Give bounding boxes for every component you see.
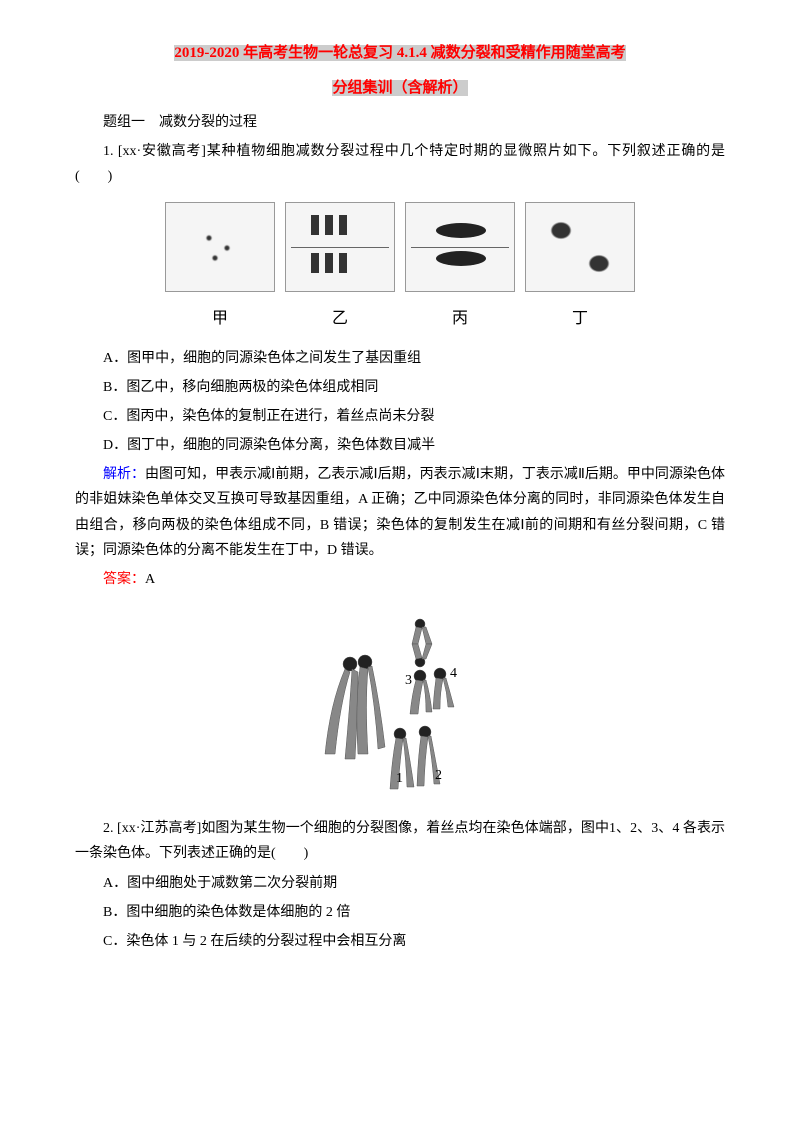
panel-ding-label: 丁 xyxy=(520,305,640,334)
q1-optD: D．图丁中，细胞的同源染色体分离，染色体数目减半 xyxy=(75,433,725,458)
panel-yi-label: 乙 xyxy=(280,305,400,334)
title-text-2: 分组集训（含解析） xyxy=(332,80,467,96)
chromosome-svg: 1 2 3 4 xyxy=(300,604,500,804)
section-heading: 题组一 减数分裂的过程 xyxy=(75,110,725,135)
panel-jia-img xyxy=(165,202,275,292)
analysis-text: 由图可知，甲表示减Ⅰ前期，乙表示减Ⅰ后期，丙表示减Ⅰ末期，丁表示减Ⅱ后期。甲中同… xyxy=(75,467,725,558)
chrom-label-3: 3 xyxy=(405,673,412,688)
panel-jia: 甲 xyxy=(160,202,280,334)
q1-stem: 1. [xx·安徽高考]某种植物细胞减数分裂过程中几个特定时期的显微照片如下。下… xyxy=(75,139,725,189)
q1-analysis: 解析：由图可知，甲表示减Ⅰ前期，乙表示减Ⅰ后期，丙表示减Ⅰ末期，丁表示减Ⅱ后期。… xyxy=(75,462,725,563)
panel-yi: 乙 xyxy=(280,202,400,334)
panel-bing: 丙 xyxy=(400,202,520,334)
q2-optA: A．图中细胞处于减数第二次分裂前期 xyxy=(75,871,725,896)
q2-stem: 2. [xx·江苏高考]如图为某生物一个细胞的分裂图像，着丝点均在染色体端部，图… xyxy=(75,816,725,866)
panel-bing-label: 丙 xyxy=(400,305,520,334)
title-line-1: 2019-2020 年高考生物一轮总复习 4.1.4 减数分裂和受精作用随堂高考 xyxy=(75,40,725,67)
panel-ding-img xyxy=(525,202,635,292)
chrom-label-4: 4 xyxy=(450,666,457,681)
q2-optB: B．图中细胞的染色体数是体细胞的 2 倍 xyxy=(75,900,725,925)
answer-text: A xyxy=(145,572,155,587)
q1-optC: C．图丙中，染色体的复制正在进行，着丝点尚未分裂 xyxy=(75,404,725,429)
panel-bing-img xyxy=(405,202,515,292)
chromosome-diagram: 1 2 3 4 xyxy=(75,604,725,804)
q1-optB: B．图乙中，移向细胞两极的染色体组成相同 xyxy=(75,375,725,400)
answer-label: 答案： xyxy=(103,572,145,587)
panel-yi-img xyxy=(285,202,395,292)
q1-image-panels: 甲 乙 丙 丁 xyxy=(75,202,725,334)
title-line-2: 分组集训（含解析） xyxy=(75,75,725,102)
q1-answer: 答案：A xyxy=(75,567,725,592)
panel-jia-label: 甲 xyxy=(160,305,280,334)
chrom-label-1: 1 xyxy=(396,771,403,786)
panel-ding: 丁 xyxy=(520,202,640,334)
q1-optA: A．图甲中，细胞的同源染色体之间发生了基因重组 xyxy=(75,346,725,371)
analysis-label: 解析： xyxy=(103,467,145,482)
q2-optC: C．染色体 1 与 2 在后续的分裂过程中会相互分离 xyxy=(75,929,725,954)
title-text-1: 2019-2020 年高考生物一轮总复习 4.1.4 减数分裂和受精作用随堂高考 xyxy=(174,45,625,61)
chrom-label-2: 2 xyxy=(435,768,442,783)
